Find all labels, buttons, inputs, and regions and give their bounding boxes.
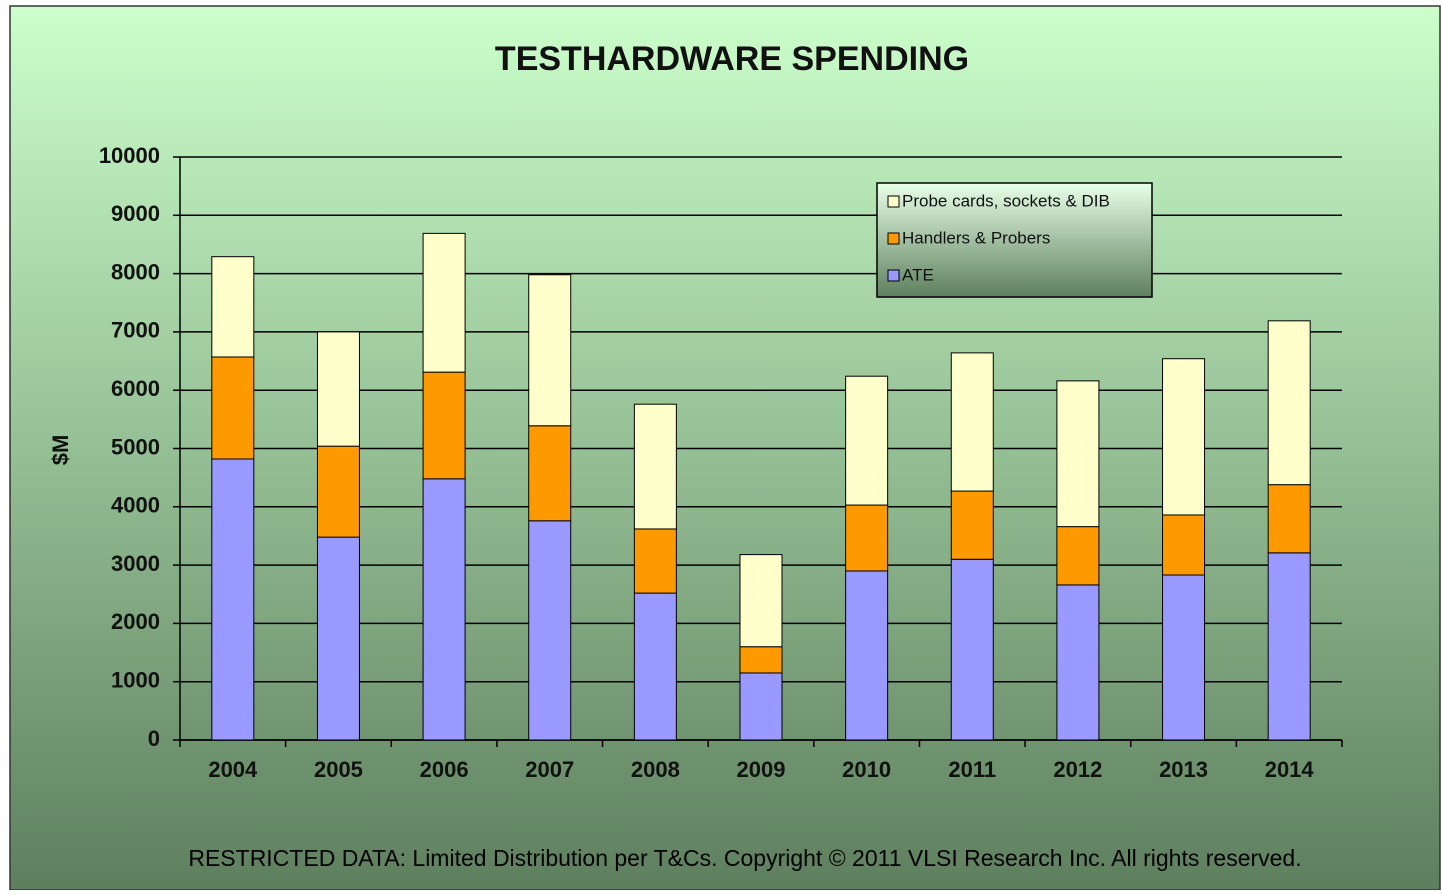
- bar-segment: [950, 352, 994, 492]
- bar-segment: [528, 274, 572, 427]
- y-tick-label: 1000: [111, 668, 160, 693]
- bar-segment: [845, 570, 889, 741]
- bar-segment: [1162, 358, 1206, 516]
- footer: RESTRICTED DATA: Limited Distribution pe…: [188, 845, 1301, 871]
- x-tick-label: 2011: [948, 757, 996, 782]
- bar-segment: [422, 232, 466, 373]
- y-tick-label: 7000: [111, 318, 160, 343]
- x-tick-label: 2005: [314, 757, 363, 782]
- bar-segment: [528, 425, 572, 522]
- bar-segment: [316, 445, 360, 538]
- chart-title: TESTHARDWARE SPENDING: [495, 40, 969, 78]
- x-tick-label: 2008: [631, 757, 680, 782]
- y-tick-label: 10000: [99, 143, 160, 168]
- x-tick-label: 2010: [842, 757, 891, 782]
- y-axis-label: $M: [48, 435, 73, 466]
- x-tick-label: 2004: [208, 757, 258, 782]
- y-tick-label: 3000: [111, 551, 160, 576]
- legend-box: [876, 182, 1153, 298]
- bar-segment: [739, 672, 783, 741]
- bar-segment: [1162, 514, 1206, 576]
- bar-segment: [211, 458, 255, 741]
- bar-segment: [845, 504, 889, 572]
- y-tick-label: 6000: [111, 376, 160, 401]
- legend-label: Probe cards, sockets & DIB: [902, 191, 1110, 210]
- bar-segment: [422, 478, 466, 741]
- bar-segment: [739, 554, 783, 648]
- bar-segment: [528, 520, 572, 741]
- bar-segment: [1056, 526, 1100, 586]
- legend-swatch: [887, 195, 900, 208]
- bar-segment: [739, 646, 783, 674]
- x-tick-label: 2012: [1053, 757, 1102, 782]
- bar-segment: [1162, 574, 1206, 741]
- bar-segment: [633, 592, 677, 741]
- y-tick-label: 8000: [111, 259, 160, 284]
- y-tick-label: 9000: [111, 201, 160, 226]
- y-tick-label: 4000: [111, 493, 160, 518]
- bar-segment: [633, 403, 677, 530]
- x-tick-label: 2014: [1265, 757, 1315, 782]
- bar-segment: [316, 331, 360, 447]
- y-tick-label: 0: [148, 726, 160, 751]
- x-tick-label: 2013: [1159, 757, 1208, 782]
- bar-segment: [1267, 484, 1311, 554]
- bar-segment: [1267, 552, 1311, 741]
- legend-swatch: [887, 232, 900, 245]
- bar-segment: [1056, 380, 1100, 528]
- x-tick-label: 2007: [525, 757, 574, 782]
- bar-segment: [422, 371, 466, 480]
- legend-label: ATE: [902, 265, 934, 284]
- bar-segment: [845, 375, 889, 506]
- bar-segment: [1056, 584, 1100, 741]
- legend-swatch: [887, 269, 900, 282]
- bar-segment: [950, 490, 994, 560]
- bar-segment: [1267, 320, 1311, 486]
- bar-segment: [211, 256, 255, 358]
- bar-segment: [316, 536, 360, 741]
- bar-segment: [211, 356, 255, 460]
- x-tick-label: 2009: [737, 757, 786, 782]
- bar-segment: [633, 528, 677, 594]
- y-tick-label: 2000: [111, 609, 160, 634]
- x-tick-label: 2006: [420, 757, 469, 782]
- y-tick-label: 5000: [111, 434, 160, 459]
- legend-label: Handlers & Probers: [902, 228, 1050, 247]
- bar-segment: [950, 558, 994, 741]
